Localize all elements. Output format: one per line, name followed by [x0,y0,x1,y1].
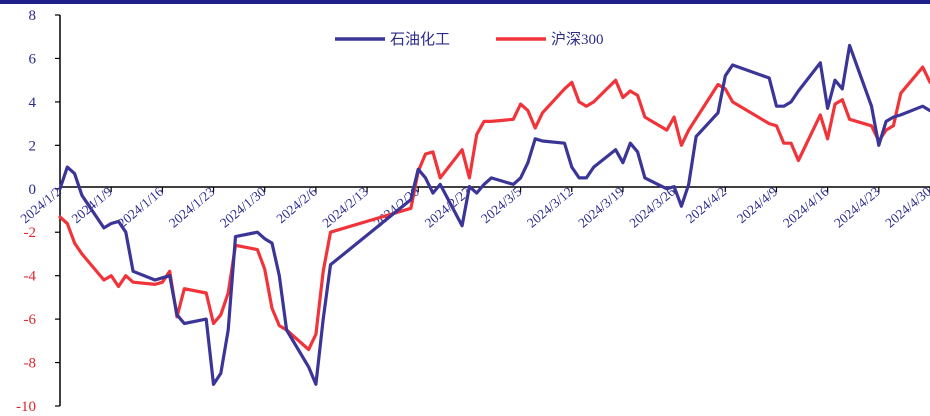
axes [59,15,930,406]
x-tick-label: 2024/2/6 [273,184,320,227]
y-tick-label: -4 [24,269,37,285]
y-tick-label: -2 [24,225,37,241]
x-tick-label: 2024/4/16 [780,184,832,231]
x-tick-label: 2024/4/30 [882,184,930,231]
x-tick-label: 2024/4/9 [734,184,781,227]
y-tick-label: 8 [29,8,37,24]
x-tick-label: 2024/3/19 [575,184,627,231]
x-tick-label: 2024/3/5 [478,184,525,227]
series-line [58,43,930,386]
x-tick-label: 2024/1/9 [69,184,116,227]
x-tick-label: 2024/1/23 [166,184,218,231]
x-tick-label: 2024/3/26 [626,184,678,231]
header-bar [0,0,930,4]
x-tick-label: 2024/1/30 [217,184,269,231]
y-axis-ticks: 8 6 4 2 0 -2 -4 -6 -8 -10 [16,8,60,415]
legend-label: 石油化工 [390,31,450,48]
x-tick-label: 2024/3/12 [524,184,576,231]
series-line [58,65,930,352]
x-tick-label: 2024/4/2 [683,184,729,226]
series-lines [58,43,930,386]
legend: 石油化工 沪深300 [335,31,604,48]
y-tick-label: -6 [24,312,37,328]
y-tick-label: 4 [29,95,37,111]
legend-label: 沪深300 [551,31,604,48]
y-tick-label: -8 [24,356,37,372]
y-tick-label: -10 [16,399,36,415]
y-tick-label: 6 [29,51,37,67]
y-tick-label: 2 [29,138,37,154]
x-tick-label: 2024/4/23 [831,184,883,231]
x-tick-label: 2024/1/16 [115,184,167,231]
y-tick-label: 0 [29,182,37,198]
x-tick-label: 2024/1/2 [18,184,64,226]
